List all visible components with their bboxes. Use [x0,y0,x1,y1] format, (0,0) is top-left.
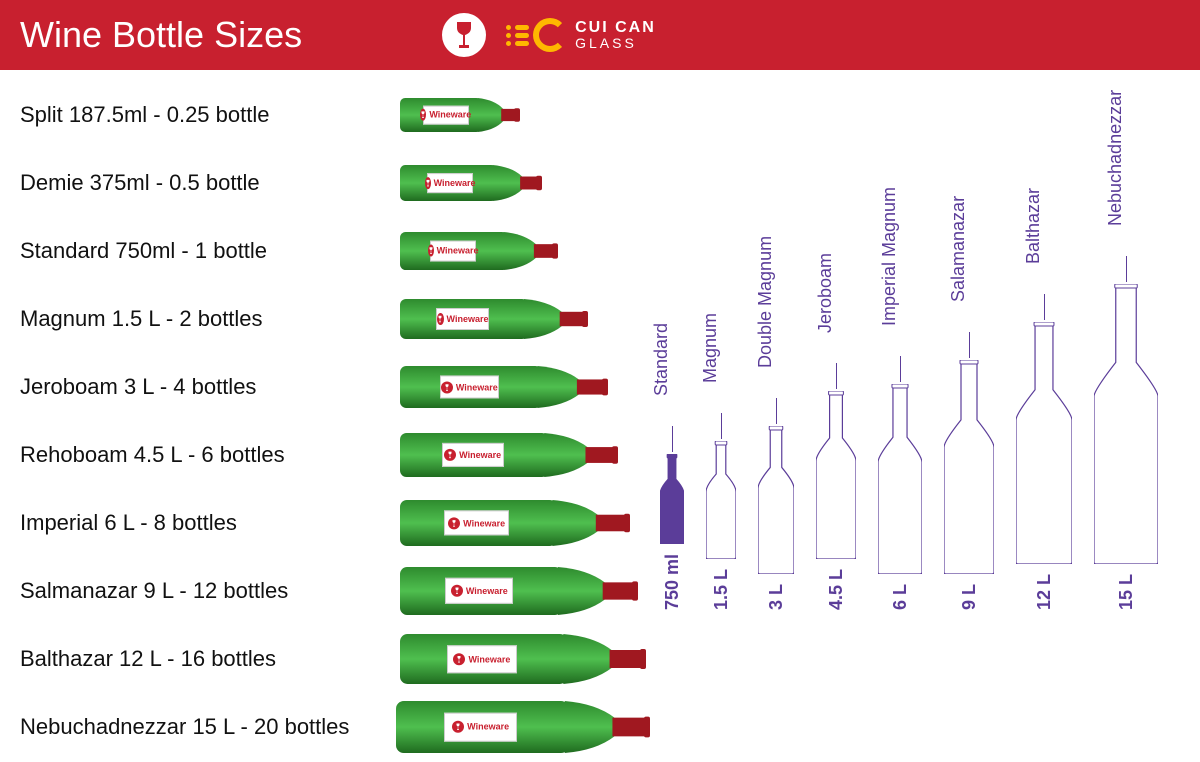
chart-col-volume: 4.5 L [826,569,847,610]
chart-col-volume: 12 L [1034,574,1055,610]
bottle-brand-label: Wineware [447,645,517,673]
chart-bottle-icon [1094,284,1158,564]
chart-col: Standard 750 ml [660,426,684,610]
bottle-brand-label: Wineware [444,510,510,535]
size-label: Rehoboam 4.5 L - 6 bottles [20,442,400,468]
leader-line [969,332,970,358]
chart-col-volume: 15 L [1116,574,1137,610]
bottle-brand-label: Wineware [430,241,476,262]
chart-bottle-icon [944,360,994,574]
chart-col: Salamanazar 9 L [944,332,994,610]
bottle-icon: Wineware [400,165,542,201]
chart-bottle-icon [706,441,736,559]
leader-line [1044,294,1045,320]
size-label: Magnum 1.5 L - 2 bottles [20,306,400,332]
bottle-icon: Wineware [400,98,520,132]
bottle-brand-label: Wineware [440,375,499,398]
size-row: Nebuchadnezzar 15 L - 20 bottles Winewar… [20,702,650,752]
chart-col-name: Balthazar [1023,188,1044,264]
cuican-logo: CUI CAN GLASS [506,18,656,52]
bottle-brand-label: Wineware [436,308,490,330]
bottle-brand-label: Wineware [427,173,473,193]
chart-bottle-icon [878,384,922,574]
content: Split 187.5ml - 0.25 bottle WinewareDemi… [0,70,1200,762]
chart-col-name: Salamanazar [948,196,969,302]
bottle-icon: Wineware [400,232,558,270]
chart-col-volume: 9 L [959,584,980,610]
size-row: Imperial 6 L - 8 bottles Wineware [20,498,650,548]
bottle-brand-label: Wineware [444,713,517,742]
size-label: Imperial 6 L - 8 bottles [20,510,400,536]
size-row: Balthazar 12 L - 16 bottles Wineware [20,634,650,684]
leader-line [776,398,777,424]
bottle-icon: Wineware [396,701,650,753]
size-label: Standard 750ml - 1 bottle [20,238,400,264]
size-row: Salmanazar 9 L - 12 bottles Wineware [20,566,650,616]
chart-bottle-icon [660,454,684,544]
size-row: Demie 375ml - 0.5 bottle Wineware [20,158,650,208]
bottle-brand-label: Wineware [445,578,513,604]
chart-col-volume: 750 ml [662,554,683,610]
cuican-line1: CUI CAN [575,20,656,36]
size-label: Split 187.5ml - 0.25 bottle [20,102,400,128]
chart-col-name: Jeroboam [815,253,836,333]
bottle-brand-label: Wineware [442,443,504,467]
cuican-mark-icon [506,18,567,52]
chart-bottle-icon [1016,322,1072,564]
size-row: Split 187.5ml - 0.25 bottle Wineware [20,90,650,140]
bottle-brand-label: Wineware [423,106,469,125]
header: Wine Bottle Sizes CUI CAN GLASS [0,0,1200,70]
size-row: Standard 750ml - 1 bottle Wineware [20,226,650,276]
size-label: Jeroboam 3 L - 4 bottles [20,374,400,400]
chart-col-volume: 6 L [890,584,911,610]
size-list: Split 187.5ml - 0.25 bottle WinewareDemi… [0,70,650,762]
chart-col: Double Magnum 3 L [758,398,794,610]
bottle-icon: Wineware [400,366,608,408]
leader-line [1126,256,1127,282]
chart-col-name: Double Magnum [755,236,776,368]
chart-col-name: Nebuchadnezzar [1105,90,1126,226]
chart-col: Imperial Magnum 6 L [878,356,922,610]
chart-col: Balthazar 12 L [1016,294,1072,610]
size-label: Nebuchadnezzar 15 L - 20 bottles [20,714,396,740]
size-label: Salmanazar 9 L - 12 bottles [20,578,400,604]
size-row: Magnum 1.5 L - 2 bottles Wineware [20,294,650,344]
size-row: Rehoboam 4.5 L - 6 bottles Wineware [20,430,650,480]
chart-bottle-icon [758,426,794,574]
leader-line [672,426,673,452]
chart-col: Magnum 1.5 L [706,413,736,610]
chart-col-volume: 1.5 L [711,569,732,610]
chart-col-volume: 3 L [766,584,787,610]
chart-col: Jeroboam 4.5 L [816,363,856,610]
bottle-icon: Wineware [400,299,588,339]
size-row: Jeroboam 3 L - 4 bottles Wineware [20,362,650,412]
chart-col-name: Standard [651,323,672,396]
bottle-icon: Wineware [400,634,646,684]
bottle-icon: Wineware [400,567,638,615]
wineware-logo-icon [442,13,486,57]
page-title: Wine Bottle Sizes [20,14,302,56]
size-chart: Standard 750 ml Magnum 1.5 L Double Magnum… [650,70,1200,762]
leader-line [721,413,722,439]
chart-col-name: Imperial Magnum [879,187,900,326]
chart-col-name: Magnum [700,313,721,383]
size-label: Balthazar 12 L - 16 bottles [20,646,400,672]
bottle-icon: Wineware [400,433,618,477]
leader-line [836,363,837,389]
size-label: Demie 375ml - 0.5 bottle [20,170,400,196]
leader-line [900,356,901,382]
bottle-icon: Wineware [400,500,630,546]
chart-col: Nebuchadnezzar 15 L [1094,256,1158,610]
cuican-line2: GLASS [575,36,656,50]
chart-bottle-icon [816,391,856,559]
